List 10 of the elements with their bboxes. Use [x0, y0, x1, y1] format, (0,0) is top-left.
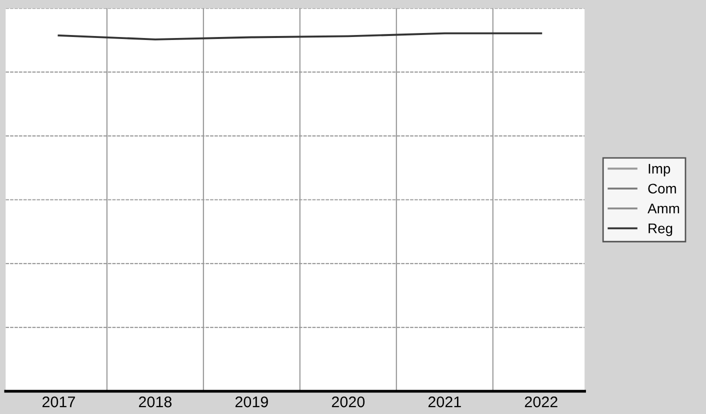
legend-label: Imp [648, 164, 670, 176]
x-tick-label: 2020 [332, 396, 365, 408]
legend-label: Amm [648, 204, 680, 214]
x-tick-label: 2018 [138, 396, 172, 408]
x-tick-label: 2019 [235, 396, 268, 408]
x-tick-label: 2021 [428, 396, 461, 408]
x-tick-label: 2022 [524, 396, 558, 408]
legend-label: Reg [648, 224, 672, 236]
legend-label: Com [648, 184, 676, 194]
x-tick-label: 2017 [42, 396, 75, 408]
